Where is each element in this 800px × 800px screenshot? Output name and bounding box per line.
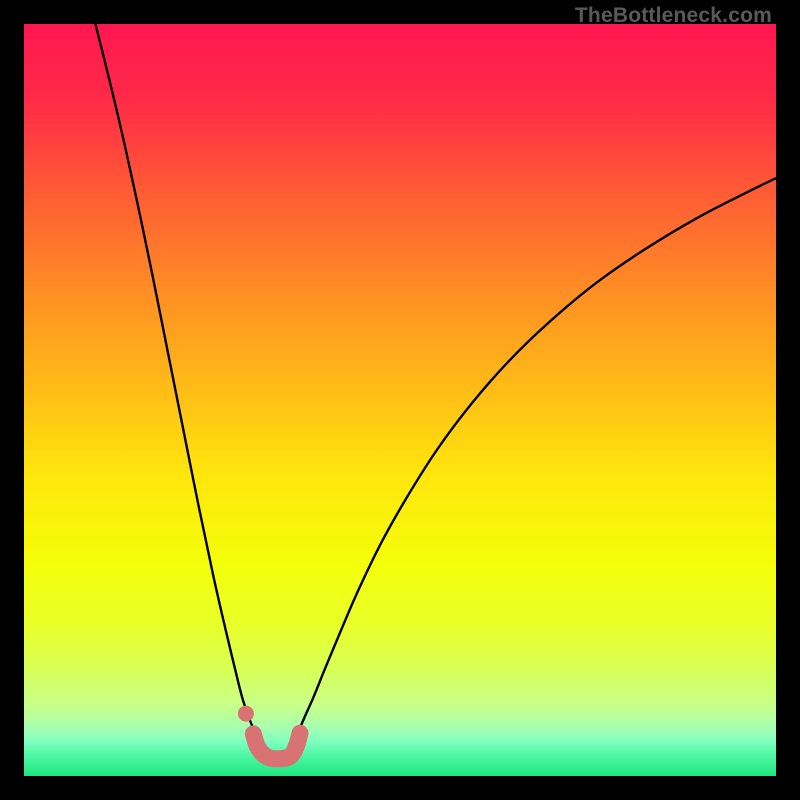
curve-layer <box>24 24 776 776</box>
bottleneck-u-marker <box>253 733 300 759</box>
bottleneck-dot <box>238 706 254 722</box>
curve-right <box>298 178 776 731</box>
watermark-text: TheBottleneck.com <box>575 4 772 28</box>
curve-left <box>95 24 254 732</box>
plot-area <box>24 24 776 776</box>
chart-stage: TheBottleneck.com <box>0 0 800 800</box>
